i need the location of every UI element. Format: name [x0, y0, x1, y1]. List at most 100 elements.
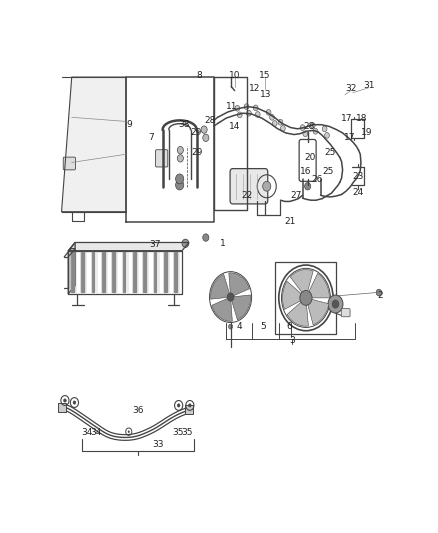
- Circle shape: [182, 239, 189, 247]
- Circle shape: [278, 119, 283, 125]
- Circle shape: [303, 131, 307, 136]
- Polygon shape: [307, 299, 329, 325]
- Polygon shape: [143, 252, 146, 292]
- Circle shape: [64, 399, 66, 402]
- Polygon shape: [290, 270, 313, 294]
- Circle shape: [244, 104, 249, 109]
- Polygon shape: [212, 298, 232, 321]
- Text: 29: 29: [190, 128, 201, 138]
- Circle shape: [203, 134, 209, 142]
- Text: 37: 37: [149, 240, 161, 249]
- Text: 12: 12: [249, 84, 261, 93]
- Circle shape: [332, 300, 339, 308]
- Text: 4: 4: [237, 322, 243, 331]
- Circle shape: [266, 109, 271, 115]
- FancyBboxPatch shape: [299, 140, 316, 181]
- Circle shape: [188, 404, 191, 407]
- Text: 19: 19: [360, 128, 372, 137]
- Text: 35: 35: [181, 427, 193, 437]
- Text: 28: 28: [304, 122, 315, 131]
- Polygon shape: [71, 252, 74, 292]
- Circle shape: [203, 234, 209, 241]
- Circle shape: [304, 183, 311, 190]
- Text: 21: 21: [284, 216, 296, 225]
- Polygon shape: [112, 252, 115, 292]
- Polygon shape: [68, 243, 189, 251]
- Circle shape: [311, 123, 315, 128]
- Circle shape: [177, 404, 180, 407]
- Text: 26: 26: [311, 175, 323, 184]
- Circle shape: [255, 111, 260, 117]
- Circle shape: [227, 293, 234, 301]
- Text: 23: 23: [352, 172, 364, 181]
- Polygon shape: [68, 243, 75, 294]
- Text: 27: 27: [290, 191, 301, 200]
- Circle shape: [272, 120, 277, 126]
- Text: 18: 18: [356, 115, 368, 124]
- Circle shape: [322, 126, 327, 132]
- Circle shape: [328, 295, 343, 313]
- Text: 5: 5: [261, 322, 266, 331]
- Circle shape: [247, 110, 251, 116]
- Text: 32: 32: [345, 84, 357, 93]
- Text: 9: 9: [126, 120, 132, 129]
- Bar: [58, 403, 66, 411]
- Polygon shape: [61, 77, 126, 212]
- Text: 3: 3: [290, 336, 295, 345]
- Circle shape: [235, 106, 240, 111]
- Text: 14: 14: [229, 122, 240, 131]
- Text: 29: 29: [192, 148, 203, 157]
- Circle shape: [376, 289, 381, 296]
- Bar: [276, 262, 336, 334]
- Bar: [185, 406, 193, 414]
- Text: 10: 10: [229, 70, 240, 79]
- Circle shape: [201, 126, 207, 133]
- Text: 35: 35: [172, 427, 184, 437]
- Text: 36: 36: [132, 406, 144, 415]
- Polygon shape: [308, 273, 329, 298]
- Polygon shape: [81, 252, 84, 292]
- Circle shape: [300, 290, 312, 305]
- Polygon shape: [232, 295, 251, 320]
- Polygon shape: [287, 301, 308, 326]
- Text: 13: 13: [259, 90, 271, 99]
- Circle shape: [73, 401, 76, 404]
- Text: 25: 25: [322, 167, 334, 176]
- Circle shape: [229, 324, 233, 329]
- Circle shape: [237, 112, 242, 118]
- Text: 28: 28: [205, 116, 216, 125]
- Polygon shape: [164, 252, 167, 292]
- Text: 17: 17: [344, 133, 355, 142]
- Text: 34: 34: [91, 427, 102, 437]
- Polygon shape: [92, 252, 94, 292]
- Text: 11: 11: [226, 102, 237, 111]
- FancyBboxPatch shape: [155, 150, 168, 167]
- Circle shape: [300, 125, 305, 131]
- Polygon shape: [154, 252, 156, 292]
- Circle shape: [253, 105, 258, 111]
- Text: 17: 17: [341, 115, 353, 124]
- Text: 8: 8: [196, 70, 202, 79]
- Polygon shape: [133, 252, 136, 292]
- Circle shape: [176, 174, 184, 184]
- Text: 2: 2: [378, 292, 383, 300]
- Polygon shape: [123, 252, 125, 292]
- Text: 34: 34: [81, 427, 93, 437]
- Text: 7: 7: [148, 133, 154, 142]
- Polygon shape: [229, 273, 249, 296]
- Polygon shape: [211, 274, 230, 299]
- Polygon shape: [174, 252, 177, 292]
- Text: 15: 15: [259, 70, 270, 79]
- Polygon shape: [68, 251, 182, 294]
- Text: 1: 1: [220, 239, 226, 248]
- Circle shape: [263, 181, 271, 191]
- Text: 6: 6: [286, 322, 292, 331]
- Circle shape: [280, 126, 285, 131]
- Circle shape: [313, 128, 318, 134]
- Circle shape: [270, 115, 274, 120]
- Circle shape: [128, 431, 130, 433]
- Text: 20: 20: [305, 153, 316, 162]
- Polygon shape: [102, 252, 105, 292]
- Circle shape: [177, 147, 184, 154]
- Text: 24: 24: [352, 188, 364, 197]
